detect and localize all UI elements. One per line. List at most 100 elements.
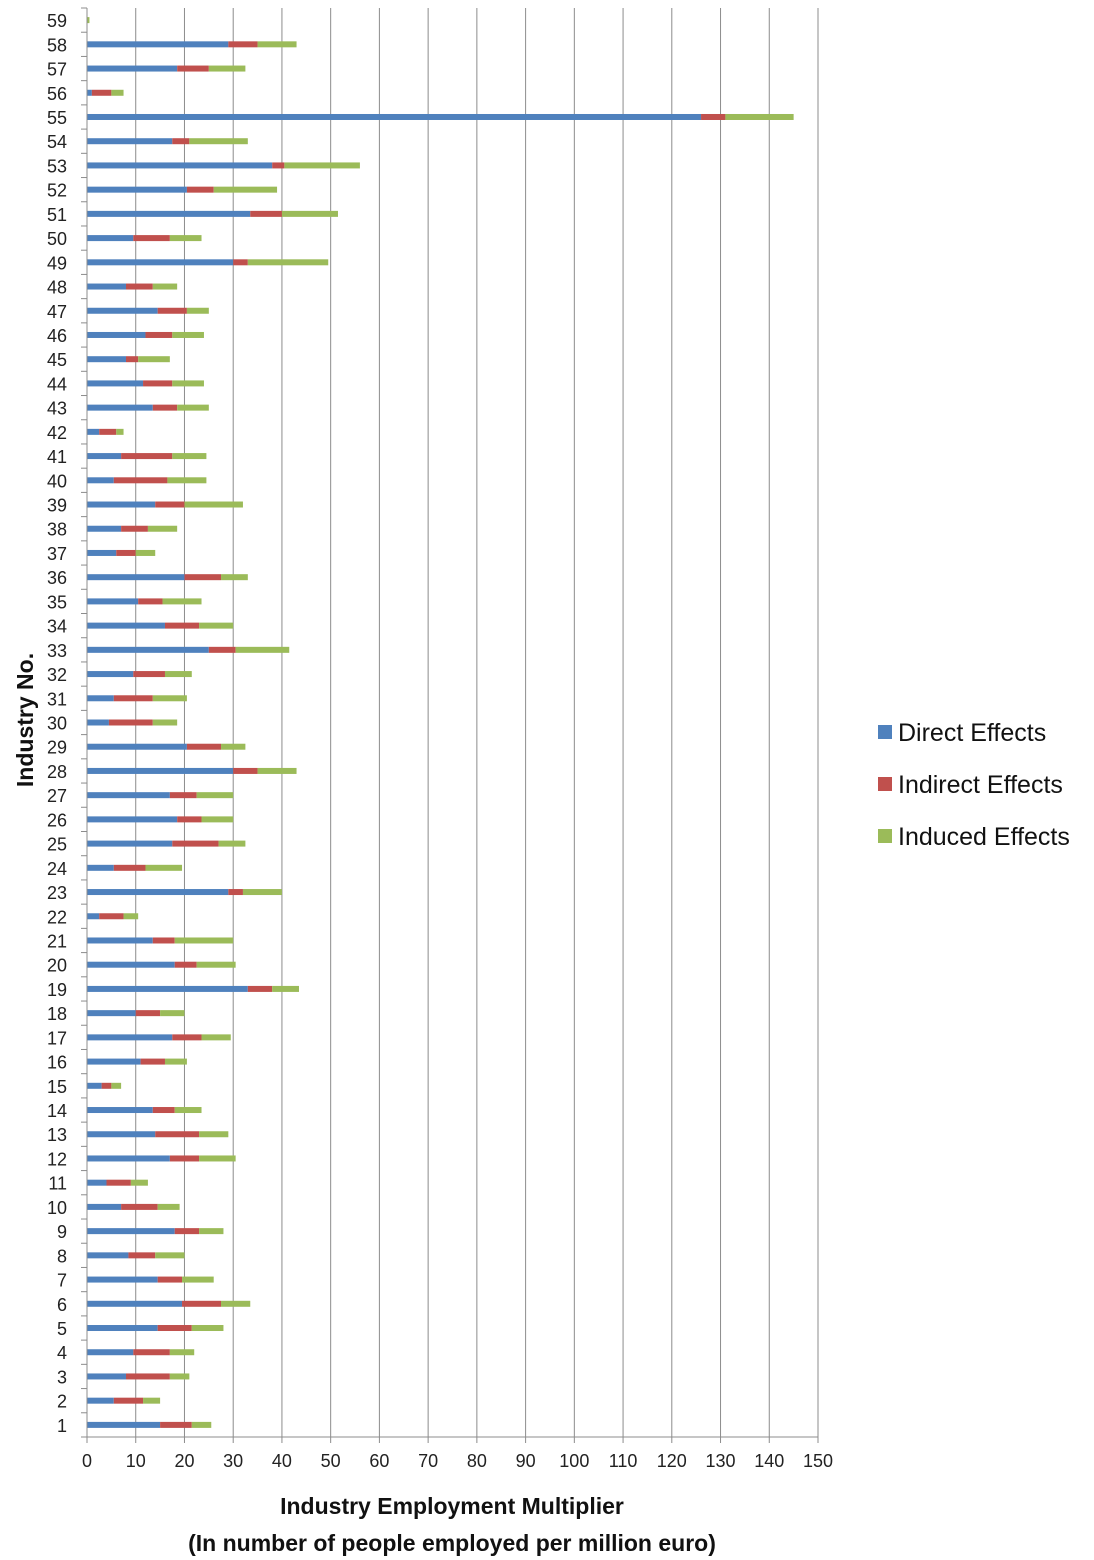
bar-direct-42 <box>87 428 100 435</box>
y-tick-label: 35 <box>47 592 67 612</box>
bar-induced-15 <box>111 1082 122 1089</box>
legend: Direct Effects Indirect Effects Induced … <box>878 719 1070 851</box>
x-tick-label: 20 <box>174 1451 194 1471</box>
y-tick-label: 28 <box>47 762 67 782</box>
x-axis-title: Industry Employment Multiplier <box>280 1493 624 1519</box>
bar-indirect-50 <box>133 235 170 242</box>
bar-induced-4 <box>169 1349 195 1356</box>
y-axis-title: Industry No. <box>12 653 38 787</box>
y-tick-label: 15 <box>47 1077 67 1097</box>
bar-indirect-32 <box>133 671 165 678</box>
y-tick-label: 3 <box>57 1367 67 1387</box>
y-tick-label: 48 <box>47 278 67 298</box>
bar-induced-16 <box>164 1058 187 1065</box>
bar-indirect-42 <box>99 428 117 435</box>
bar-direct-56 <box>87 89 92 96</box>
bar-induced-51 <box>281 210 338 217</box>
bar-indirect-18 <box>135 1010 161 1017</box>
y-tick-label: 17 <box>47 1028 67 1048</box>
bar-indirect-6 <box>182 1300 222 1307</box>
bar-direct-37 <box>87 549 117 556</box>
bar-direct-30 <box>87 719 109 726</box>
bar-indirect-27 <box>169 792 197 799</box>
bar-induced-5 <box>191 1325 224 1332</box>
bar-indirect-2 <box>113 1397 144 1404</box>
bar-direct-25 <box>87 840 173 847</box>
bar-direct-58 <box>87 41 229 48</box>
bar-direct-24 <box>87 864 114 871</box>
bar-indirect-19 <box>247 985 273 992</box>
bar-indirect-40 <box>113 477 168 484</box>
y-tick-label: 2 <box>57 1392 67 1412</box>
bar-direct-29 <box>87 743 187 750</box>
bar-indirect-10 <box>121 1203 158 1210</box>
bar-indirect-7 <box>157 1276 183 1283</box>
x-tick-label: 10 <box>126 1451 146 1471</box>
y-tick-label: 6 <box>57 1295 67 1315</box>
legend-swatch-induced <box>878 829 892 843</box>
bar-direct-54 <box>87 138 173 145</box>
y-tick-label: 27 <box>47 786 67 806</box>
bar-direct-14 <box>87 1107 153 1114</box>
bar-indirect-44 <box>143 380 173 387</box>
bar-induced-10 <box>157 1203 180 1210</box>
bar-induced-59 <box>87 17 90 24</box>
bar-indirect-28 <box>233 767 258 774</box>
bar-direct-3 <box>87 1373 126 1380</box>
bar-indirect-47 <box>157 307 187 314</box>
bar-induced-31 <box>152 695 187 702</box>
bar-indirect-25 <box>172 840 219 847</box>
bar-indirect-12 <box>169 1155 200 1162</box>
bar-direct-36 <box>87 574 185 581</box>
bar-induced-42 <box>116 428 124 435</box>
bar-indirect-54 <box>172 138 190 145</box>
bar-induced-56 <box>111 89 124 96</box>
y-tick-label: 39 <box>47 496 67 516</box>
y-tick-label: 34 <box>47 617 67 637</box>
bar-induced-36 <box>221 574 248 581</box>
bar-indirect-49 <box>233 259 248 266</box>
bar-induced-11 <box>130 1179 148 1186</box>
bar-direct-32 <box>87 671 134 678</box>
bar-direct-5 <box>87 1325 158 1332</box>
y-tick-label: 24 <box>47 859 67 879</box>
bar-induced-9 <box>199 1228 224 1235</box>
y-tick-label: 44 <box>47 374 67 394</box>
x-tick-label: 150 <box>803 1451 833 1471</box>
y-tick-label: 12 <box>47 1149 67 1169</box>
x-tick-label: 80 <box>467 1451 487 1471</box>
bar-direct-16 <box>87 1058 141 1065</box>
bar-indirect-3 <box>125 1373 170 1380</box>
bar-indirect-17 <box>172 1034 202 1041</box>
bar-indirect-38 <box>121 525 148 532</box>
y-tick-label: 52 <box>47 181 67 201</box>
bar-induced-40 <box>167 477 207 484</box>
x-tick-label: 100 <box>559 1451 589 1471</box>
bar-direct-28 <box>87 767 234 774</box>
bar-induced-25 <box>218 840 246 847</box>
bar-indirect-31 <box>113 695 153 702</box>
bar-indirect-56 <box>91 89 112 96</box>
x-tick-labels: 0 10 20 30 40 50 60 70 80 90 100 110 120 130 140 150 <box>82 1451 833 1471</box>
y-tick-label: 58 <box>47 35 67 55</box>
y-tick-label: 49 <box>47 253 67 273</box>
y-tick-label: 9 <box>57 1222 67 1242</box>
bar-direct-26 <box>87 816 178 823</box>
y-tick-label: 22 <box>47 907 67 927</box>
bar-indirect-24 <box>113 864 146 871</box>
y-tick-label: 59 <box>47 11 67 31</box>
bar-direct-45 <box>87 356 126 363</box>
y-tick-label: 16 <box>47 1053 67 1073</box>
bar-induced-34 <box>199 622 234 629</box>
bar-induced-45 <box>138 356 170 363</box>
bar-induced-12 <box>199 1155 236 1162</box>
bar-indirect-52 <box>186 186 214 193</box>
bar-indirect-11 <box>106 1179 131 1186</box>
bar-direct-22 <box>87 913 100 920</box>
bar-indirect-16 <box>140 1058 165 1065</box>
bar-indirect-33 <box>208 646 236 653</box>
x-axis-subtitle: (In number of people employed per millio… <box>188 1530 716 1556</box>
y-tick-label: 36 <box>47 568 67 588</box>
y-tick-label: 56 <box>47 84 67 104</box>
bar-induced-50 <box>169 235 202 242</box>
